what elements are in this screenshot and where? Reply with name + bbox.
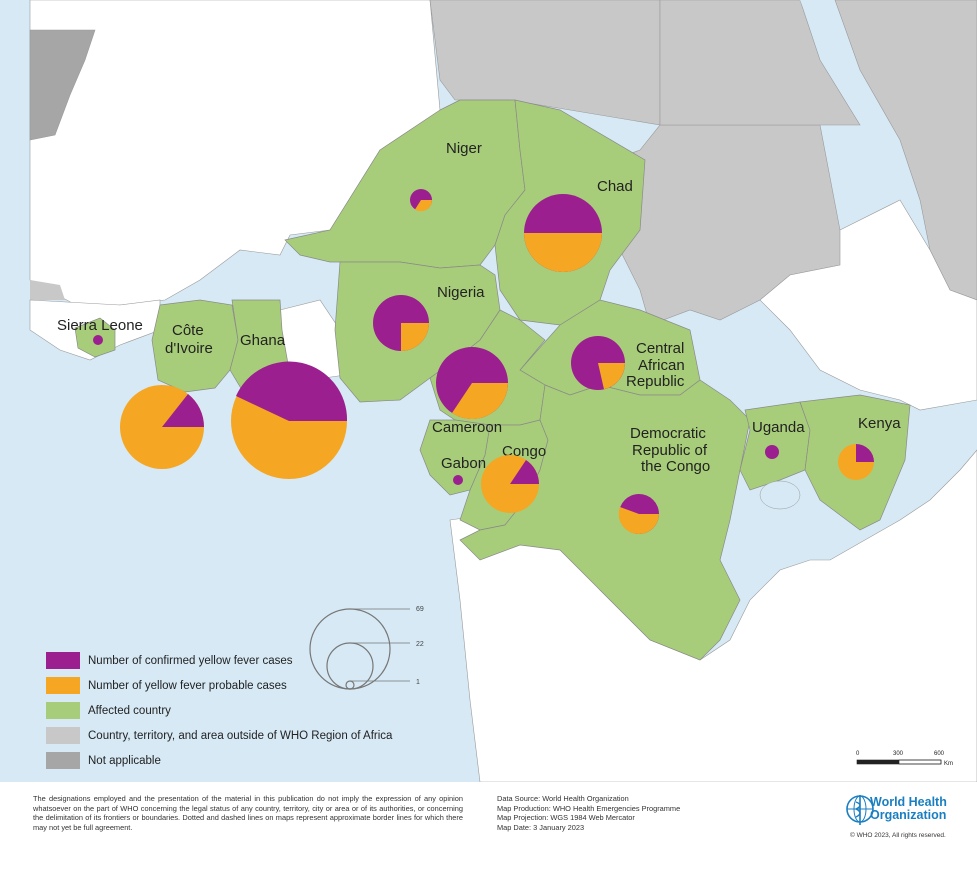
legend-label-confirmed: Number of confirmed yellow fever cases <box>88 654 293 667</box>
label-cameroon: Cameroon <box>432 419 502 436</box>
who-wordmark: World Health Organization <box>870 796 947 822</box>
lake-victoria <box>759 480 801 510</box>
outside-region-north <box>429 0 871 326</box>
map-metadata: Data Source: World Health Organization M… <box>497 794 737 832</box>
pie-cameroon <box>436 347 509 420</box>
legend-swatch-confirmed <box>46 652 80 669</box>
pie-chad <box>524 194 602 272</box>
pie-sierra-leone <box>93 335 103 345</box>
size-legend <box>309 608 410 690</box>
scale-bar <box>856 759 942 765</box>
pie-congo <box>481 455 539 513</box>
scale-tick-0: 0 <box>856 751 860 757</box>
pie-uganda <box>765 445 779 459</box>
label-car-1: Central <box>636 340 684 357</box>
label-car-3: Republic <box>626 373 685 390</box>
scale-tick-300: 300 <box>893 751 904 757</box>
label-chad: Chad <box>597 178 633 195</box>
pie-drc <box>618 494 659 535</box>
legend-swatch-affected <box>46 702 80 719</box>
copyright: © WHO 2023, All rights reserved. <box>850 832 946 839</box>
data-source: Data Source: World Health Organization <box>497 794 629 803</box>
label-cote-divoire-2: d'Ivoire <box>165 340 213 357</box>
label-kenya: Kenya <box>858 415 901 432</box>
who-emblem-icon <box>846 795 874 825</box>
pie-car <box>571 336 625 390</box>
scale-tick-600: 600 <box>934 751 945 757</box>
pie-nigeria <box>373 295 429 351</box>
country-gabon <box>419 419 491 496</box>
legend-swatch-not-applicable <box>46 752 80 769</box>
size-legend-22: 22 <box>416 641 424 648</box>
label-nigeria: Nigeria <box>437 284 485 301</box>
legend-item-probable: Number of yellow fever probable cases <box>46 673 446 698</box>
label-car-2: African <box>638 357 685 374</box>
outside-region-egypt <box>659 0 861 126</box>
pie-ghana <box>231 361 348 479</box>
country-cote-divoire <box>151 299 239 393</box>
map-projection: Map Projection: WGS 1984 Web Mercator <box>497 813 635 823</box>
size-legend-69: 69 <box>416 606 424 613</box>
label-drc-1: Democratic <box>630 425 706 442</box>
map: Niger Chad Nigeria Sierra Leone Côte d'I… <box>0 0 977 782</box>
who-wordmark-line2: Organization <box>870 808 947 822</box>
red-sea <box>800 0 930 195</box>
label-gabon: Gabon <box>441 455 486 472</box>
scale-unit: Km <box>944 761 953 767</box>
legend-item-outside: Country, territory, and area outside of … <box>46 723 446 748</box>
horn-of-africa <box>759 199 977 411</box>
legend-swatch-outside <box>46 727 80 744</box>
pie-gabon <box>453 475 463 485</box>
map-production: Map Production: WHO Health Emergencies P… <box>497 803 681 813</box>
map-date: Map Date: 3 January 2023 <box>497 822 585 832</box>
pie-niger <box>410 189 433 212</box>
label-cote-divoire-1: Côte <box>172 322 204 339</box>
legend-swatch-probable <box>46 677 80 694</box>
outside-region-west <box>30 280 65 300</box>
legend-label-outside: Country, territory, and area outside of … <box>88 729 393 742</box>
label-ghana: Ghana <box>240 332 286 349</box>
legend-label-not-applicable: Not applicable <box>88 754 161 767</box>
label-drc-3: the Congo <box>641 458 710 475</box>
legend: Number of confirmed yellow fever cases N… <box>46 648 446 773</box>
who-wordmark-line1: World Health <box>870 795 947 809</box>
disclaimer: The designations employed and the presen… <box>33 794 463 832</box>
label-drc-2: Republic of <box>632 442 708 459</box>
pie-cote-divoire <box>120 385 205 469</box>
legend-item-not-applicable: Not applicable <box>46 748 446 773</box>
label-sierra-leone: Sierra Leone <box>57 317 143 334</box>
label-uganda: Uganda <box>752 419 805 436</box>
western-sahara <box>29 29 96 141</box>
pie-kenya <box>838 444 874 480</box>
legend-label-affected: Affected country <box>88 704 171 717</box>
label-niger: Niger <box>446 140 482 157</box>
size-legend-1: 1 <box>416 679 420 686</box>
legend-label-probable: Number of yellow fever probable cases <box>88 679 287 692</box>
legend-item-confirmed: Number of confirmed yellow fever cases <box>46 648 446 673</box>
legend-item-affected: Affected country <box>46 698 446 723</box>
